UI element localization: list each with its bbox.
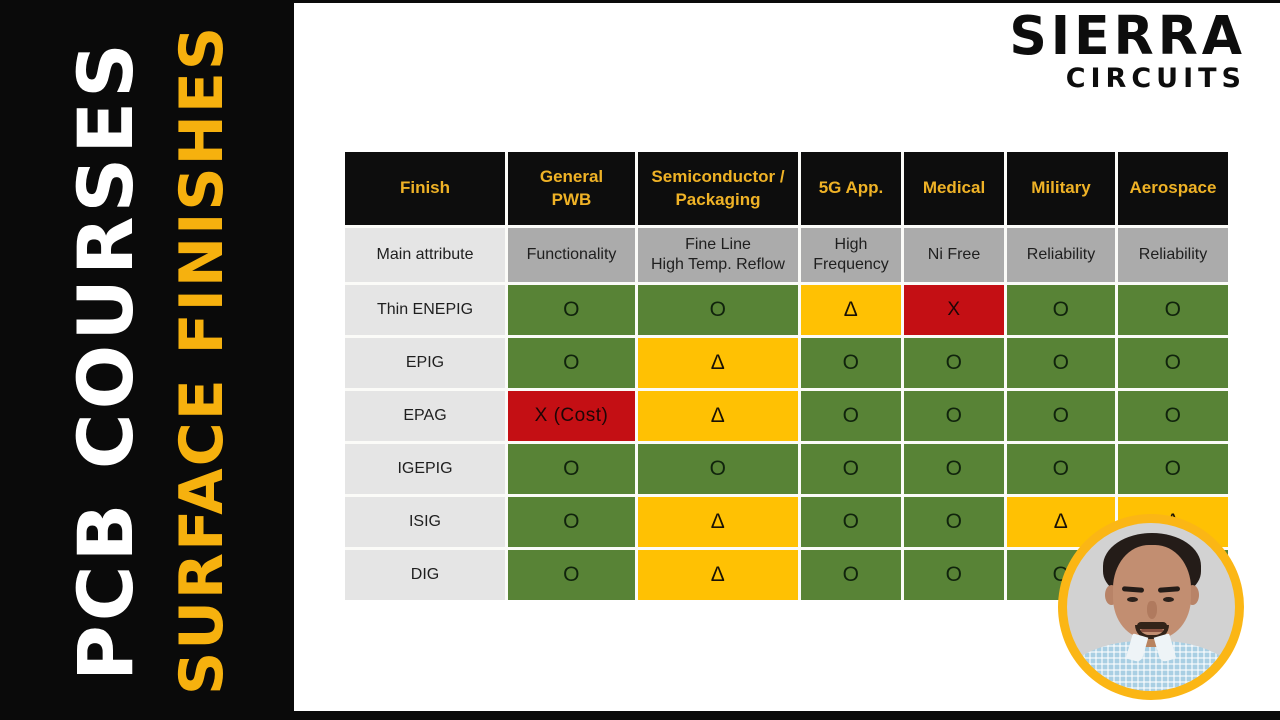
avatar-goatee: [1135, 625, 1169, 639]
row-label-igepig: IGEPIG: [345, 444, 505, 494]
value-cell: O: [1118, 391, 1228, 441]
banner-course-label: PCB COURSES: [61, 39, 150, 681]
row-label-epig: EPIG: [345, 338, 505, 388]
value-cell: O: [904, 391, 1004, 441]
value-cell: Δ: [638, 338, 798, 388]
value-cell: Δ: [801, 285, 901, 335]
value-cell: O: [801, 391, 901, 441]
value-cell: O: [508, 497, 635, 547]
avatar-mustache: [1137, 622, 1167, 629]
value-cell: O: [508, 338, 635, 388]
row-label-isig: ISIG: [345, 497, 505, 547]
value-cell: O: [508, 550, 635, 600]
attribute-cell-aerospace: Reliability: [1118, 228, 1228, 282]
brand-logo-name: SIERRA: [1009, 5, 1246, 68]
column-header-military: Military: [1007, 152, 1115, 225]
presenter-avatar: [1058, 514, 1244, 700]
avatar-eye-right: [1163, 597, 1174, 602]
value-cell: O: [1007, 444, 1115, 494]
bottom-border-bar: [0, 711, 1280, 720]
value-cell: X: [904, 285, 1004, 335]
value-cell: O: [1007, 338, 1115, 388]
column-header-finish: Finish: [345, 152, 505, 225]
value-cell: O: [801, 338, 901, 388]
avatar-face: [1113, 545, 1191, 639]
value-cell: O: [904, 497, 1004, 547]
brand-logo-subname: CIRCUITS: [1065, 63, 1246, 94]
attribute-cell-general-pwb: Functionality: [508, 228, 635, 282]
avatar-eye-left: [1127, 597, 1138, 602]
avatar-eyebrow-left: [1121, 586, 1145, 593]
avatar-shirt: [1067, 641, 1235, 691]
value-cell: O: [1118, 338, 1228, 388]
banner-topic-label: SURFACE FINISHES: [167, 24, 237, 696]
column-header-medical: Medical: [904, 152, 1004, 225]
value-cell: O: [904, 444, 1004, 494]
column-header-semiconductor: Semiconductor / Packaging: [638, 152, 798, 225]
value-cell: O: [904, 550, 1004, 600]
value-cell: O: [638, 285, 798, 335]
value-cell: O: [638, 444, 798, 494]
value-cell: Δ: [638, 391, 798, 441]
left-banner: PCB COURSES SURFACE FINISHES: [0, 0, 294, 720]
value-cell: O: [904, 338, 1004, 388]
top-border-line: [0, 0, 1280, 3]
value-cell: O: [1007, 391, 1115, 441]
column-header-aerospace: Aerospace: [1118, 152, 1228, 225]
avatar-mouth: [1141, 629, 1163, 632]
value-cell: O: [801, 550, 901, 600]
value-cell: X (Cost): [508, 391, 635, 441]
column-header-5g-app: 5G App.: [801, 152, 901, 225]
row-label-dig: DIG: [345, 550, 505, 600]
avatar-nose: [1147, 601, 1157, 619]
attribute-cell-5g-app: High Frequency: [801, 228, 901, 282]
row-label-epag: EPAG: [345, 391, 505, 441]
attribute-cell-semiconductor: Fine Line High Temp. Reflow: [638, 228, 798, 282]
value-cell: O: [1007, 285, 1115, 335]
value-cell: Δ: [638, 497, 798, 547]
attribute-row-label: Main attribute: [345, 228, 505, 282]
attribute-cell-military: Reliability: [1007, 228, 1115, 282]
brand-logo: SIERRA CIRCUITS: [998, 10, 1246, 93]
avatar-eyebrow-right: [1157, 586, 1181, 593]
value-cell: O: [1118, 444, 1228, 494]
presenter-photo: [1067, 523, 1235, 691]
value-cell: O: [801, 497, 901, 547]
value-cell: Δ: [638, 550, 798, 600]
row-label-thin-enepig: Thin ENEPIG: [345, 285, 505, 335]
value-cell: O: [508, 285, 635, 335]
value-cell: O: [1118, 285, 1228, 335]
value-cell: O: [508, 444, 635, 494]
value-cell: O: [801, 444, 901, 494]
attribute-cell-medical: Ni Free: [904, 228, 1004, 282]
column-header-general-pwb: General PWB: [508, 152, 635, 225]
